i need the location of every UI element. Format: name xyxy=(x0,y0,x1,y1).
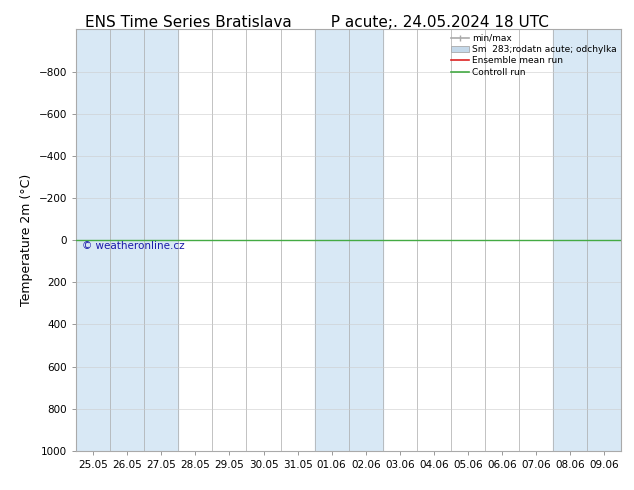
Bar xyxy=(553,29,587,451)
Text: © weatheronline.cz: © weatheronline.cz xyxy=(82,242,184,251)
Text: ENS Time Series Bratislava        P acute;. 24.05.2024 18 UTC: ENS Time Series Bratislava P acute;. 24.… xyxy=(85,15,549,30)
Bar xyxy=(144,29,178,451)
Y-axis label: Temperature 2m (°C): Temperature 2m (°C) xyxy=(20,174,33,306)
Bar xyxy=(110,29,144,451)
Bar xyxy=(349,29,383,451)
Bar xyxy=(76,29,110,451)
Bar xyxy=(314,29,349,451)
Legend: min/max, Sm  283;rodatn acute; odchylka, Ensemble mean run, Controll run: min/max, Sm 283;rodatn acute; odchylka, … xyxy=(449,32,619,78)
Bar xyxy=(587,29,621,451)
